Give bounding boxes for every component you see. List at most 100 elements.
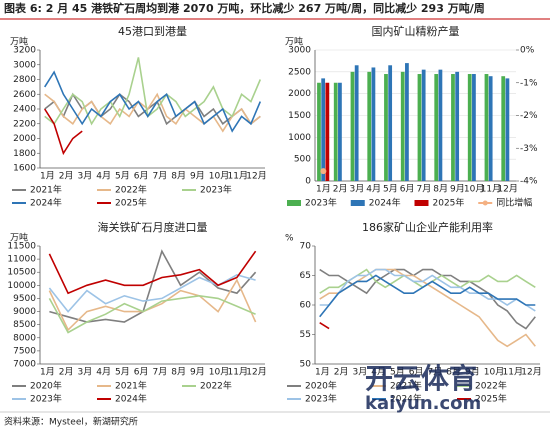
y-tick-label: 8500 [13,320,36,330]
legend-label: 2025年 [475,393,507,405]
legend-label: 2023年 [200,184,232,196]
y-tick-label: 3200 [13,46,36,56]
legend-label: 2020年 [305,380,337,392]
x-tick-label: 7月 [153,367,168,378]
x-tick-label: 11月 [228,367,248,378]
x-tick-label: 10月 [209,367,229,378]
y-tick-label: 70 [300,242,312,252]
x-tick-label: 4月 [366,184,381,195]
x-tick-label: 8月 [433,184,448,195]
bar [325,82,330,181]
x-tick-label: 11月 [503,367,523,378]
x-tick-label: 9月 [190,367,205,378]
x-tick-label: 6月 [134,367,149,378]
x-tick-label: 10月 [209,171,229,182]
x-tick-label: 10月 [464,184,484,195]
bar [451,74,455,181]
unit-label: % [285,234,294,244]
legend-label: 2025年 [115,197,147,209]
x-tick-label: 7月 [153,171,168,182]
y2-tick-label: -1% [520,78,538,88]
legend-label: 2023年 [305,197,337,209]
y2-tick-label: 0% [520,46,535,56]
y-tick-label: 1800 [13,149,36,159]
source: 资料来源：Mysteel，新湖研究所 [4,416,138,428]
legend-label: 2024年 [115,393,147,405]
bar [455,71,460,181]
y-tick-label: 3000 [13,60,36,70]
bar [484,74,489,181]
y-tick-label: 2200 [13,119,36,129]
legend-label: 2024年 [30,197,62,209]
x-tick-label: 4月 [371,367,386,378]
x-tick-label: 8月 [171,171,186,182]
y2-tick-label: -2% [520,111,538,121]
x-tick-label: 3月 [78,367,93,378]
series-line [44,57,262,126]
x-tick-label: 5月 [383,184,398,195]
y-tick-label: 9000 [13,307,36,317]
y-tick-label: 11500 [7,242,36,252]
x-tick-label: 12月 [246,367,266,378]
chart-title: 186家矿山企业产能利用率 [362,220,493,234]
header-title: 图表 6: 2 月 45 港铁矿石周均到港 2070 万吨，环比减少 267 万… [4,1,485,15]
series-line [48,294,256,334]
y-tick-label: 2800 [13,75,36,85]
x-tick-label: 6月 [409,367,424,378]
x-tick-label: 3月 [78,171,93,182]
series-line [49,249,257,323]
y-tick-label: 10000 [7,281,36,291]
bar [405,63,409,181]
y-tick-label: 7000 [13,360,36,370]
legend-label: 2024年 [369,197,401,209]
x-tick-label: 5月 [390,367,405,378]
watermark: 开云体育 kaiyun.com [365,362,481,414]
x-tick-label: 1月 [316,184,331,195]
x-tick-label: 9月 [465,367,480,378]
bar [388,65,393,181]
legend-label: 2023年 [30,393,62,405]
x-tick-label: 8月 [171,367,186,378]
x-tick-label: 2月 [59,367,74,378]
bar [501,76,506,181]
x-tick-label: 4月 [96,171,111,182]
bar [472,74,476,181]
y-tick-label: 2600 [13,90,36,100]
y-tick-label: 2000 [13,134,36,144]
x-tick-label: 5月 [115,367,130,378]
y-tick-label: 1500 [288,111,311,121]
x-tick-label: 7月 [428,367,443,378]
bar [317,82,321,181]
x-tick-label: 10月 [484,367,504,378]
bar [354,65,359,181]
series-line [44,70,262,133]
bar [488,76,493,181]
series-line [319,274,536,318]
series-point [320,168,327,175]
y-tick-label: 7500 [13,346,36,356]
bar [333,82,338,181]
series-line [44,92,261,126]
bar [434,74,439,181]
x-tick-label: 12月 [521,367,541,378]
legend-label: 同比增幅 [496,197,532,209]
series-line [48,278,257,332]
bar [400,71,405,181]
y-tick-label: 65 [300,271,311,281]
legend-label: 2021年 [30,184,62,196]
bar [384,74,388,181]
bar [505,78,510,181]
y-tick-label: 11000 [7,255,36,265]
bar [467,74,472,181]
unit-label: 万吨 [10,36,28,48]
watermark-brand: 开云体育 [365,362,477,395]
chart-title: 国内矿山精粉产量 [372,24,460,38]
y-tick-label: 1000 [288,133,311,143]
x-tick-label: 12月 [246,171,266,182]
chart-title: 45港口到港量 [118,25,187,38]
legend-swatch [287,200,301,206]
legend-label: 2020年 [30,380,62,392]
y-tick-label: 60 [300,301,312,311]
x-tick-label: 11月 [228,171,248,182]
